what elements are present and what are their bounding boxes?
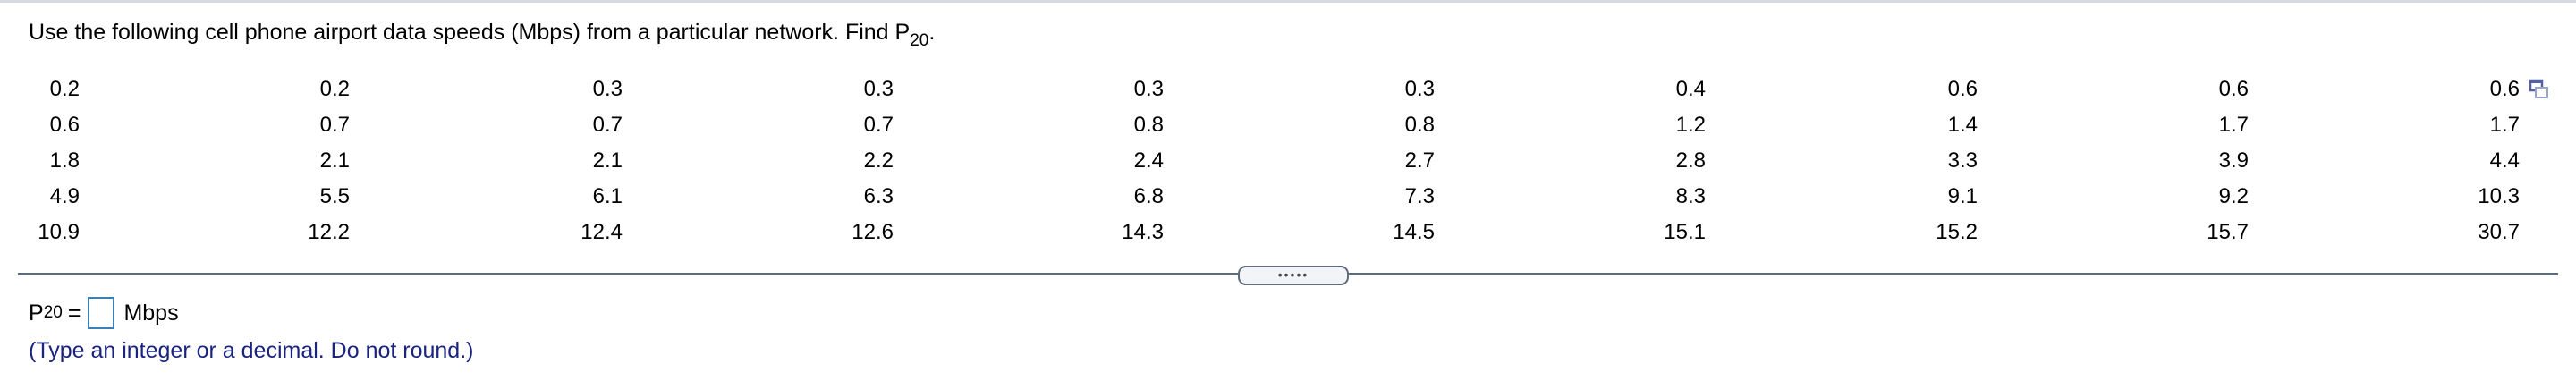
table-cell: 2.1 [319, 148, 350, 173]
table-cell: 5.5 [319, 184, 350, 208]
table-cell: 1.7 [2218, 113, 2249, 137]
table-cell: 0.6 [1947, 77, 1978, 101]
table-cell: 0.8 [1404, 113, 1435, 137]
table-cell: 8.3 [1675, 184, 1706, 208]
answer-label: P [29, 300, 44, 326]
answer-input[interactable] [88, 297, 115, 329]
table-cell: 4.4 [2489, 148, 2520, 173]
table-cell: 6.8 [1133, 184, 1164, 208]
table-cell: 3.9 [2218, 148, 2249, 173]
answer-hint: (Type an integer or a decimal. Do not ro… [29, 338, 474, 363]
table-cell: 0.7 [319, 113, 350, 137]
table-cell: 2.7 [1404, 148, 1435, 173]
table-cell: 4.9 [49, 184, 80, 208]
table-cell: 0.7 [863, 113, 894, 137]
table-cell: 9.2 [2218, 184, 2249, 208]
table-cell: 0.6 [49, 113, 80, 137]
table-cell: 0.4 [1675, 77, 1706, 101]
question-subscript: 20 [910, 31, 929, 50]
table-cell: 12.4 [580, 220, 623, 244]
table-cell: 14.3 [1122, 220, 1164, 244]
table-cell: 1.4 [1947, 113, 1978, 137]
table-cell: 1.2 [1675, 113, 1706, 137]
table-cell: 12.2 [308, 220, 350, 244]
table-cell: 15.2 [1936, 220, 1978, 244]
table-cell: 3.3 [1947, 148, 1978, 173]
table-cell: 1.7 [2489, 113, 2520, 137]
equals-sign: = [67, 300, 81, 326]
table-cell: 0.3 [863, 77, 894, 101]
question-suffix: . [928, 20, 936, 45]
table-cell: 30.7 [2478, 220, 2520, 244]
table-cell: 1.8 [49, 148, 80, 173]
table-cell: 15.1 [1664, 220, 1706, 244]
table-cell: 10.3 [2478, 184, 2520, 208]
answer-unit: Mbps [123, 300, 179, 326]
answer-row: P 20 = Mbps [29, 297, 179, 329]
copy-data-icon[interactable] [2528, 79, 2551, 102]
table-cell: 2.4 [1133, 148, 1164, 173]
table-cell: 0.8 [1133, 113, 1164, 137]
table-cell: 9.1 [1947, 184, 1978, 208]
table-cell: 0.3 [1133, 77, 1164, 101]
table-cell: 0.3 [592, 77, 623, 101]
table-cell: 0.6 [2218, 77, 2249, 101]
table-cell: 7.3 [1404, 184, 1435, 208]
table-cell: 6.1 [592, 184, 623, 208]
divider-drag-handle[interactable]: ••••• [1238, 266, 1349, 285]
table-cell: 2.8 [1675, 148, 1706, 173]
table-cell: 0.2 [319, 77, 350, 101]
table-cell: 2.1 [592, 148, 623, 173]
table-cell: 6.3 [863, 184, 894, 208]
top-border [0, 0, 2576, 3]
question-text: Use the following cell phone airport dat… [29, 20, 936, 49]
table-cell: 15.7 [2207, 220, 2249, 244]
question-main: Use the following cell phone airport dat… [29, 20, 911, 45]
table-cell: 14.5 [1393, 220, 1435, 244]
table-cell: 10.9 [38, 220, 80, 244]
table-cell: 12.6 [852, 220, 894, 244]
table-cell: 0.6 [2489, 77, 2520, 101]
table-cell: 0.2 [49, 77, 80, 101]
table-cell: 0.3 [1404, 77, 1435, 101]
table-cell: 0.7 [592, 113, 623, 137]
table-cell: 2.2 [863, 148, 894, 173]
